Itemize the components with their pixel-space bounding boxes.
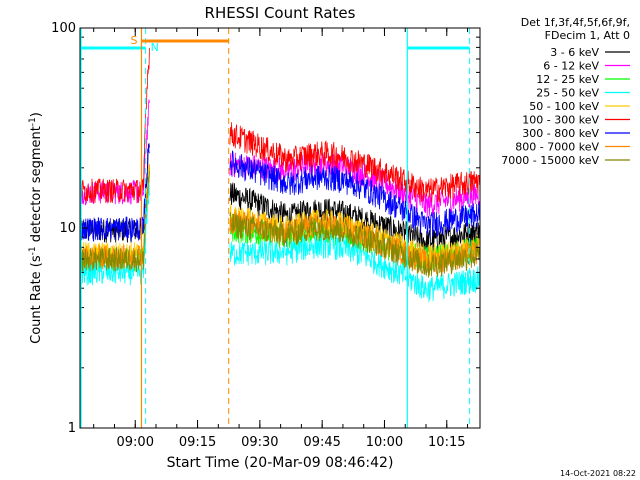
plot-frame-top: [79, 27, 481, 429]
timestamp: 14-Oct-2021 08:22: [560, 469, 636, 478]
y-tick-label: 1: [68, 421, 76, 436]
y-tick-label: 100: [51, 21, 76, 36]
x-tick-label: 09:45: [303, 435, 340, 450]
legend-entry-label: 6 - 12 keV: [543, 60, 599, 73]
y-axis-label: Count Rate (s-1 detector segment-1): [28, 112, 44, 344]
saa-label: S: [130, 34, 137, 47]
legend-header-2: FDecim 1, Att 0: [545, 29, 630, 42]
series-line: [80, 170, 480, 278]
x-axis-label: Start Time (20-Mar-09 08:46:42): [167, 455, 394, 471]
legend-entry-label: 100 - 300 keV: [522, 114, 599, 127]
legend: Det 1f,3f,4f,5f,6f,9f, FDecim 1, Att 0 3…: [501, 16, 630, 167]
axes: 09:00 09:15 09:30 09:45 10:00 10:15 1 10 100: [51, 21, 480, 450]
x-tick-label: 09:30: [241, 435, 278, 450]
x-tick-label: 09:00: [117, 435, 154, 450]
legend-entry-label: 50 - 100 keV: [529, 100, 599, 113]
night-label: N: [151, 41, 159, 54]
legend-entry-label: 7000 - 15000 keV: [501, 154, 599, 167]
series-line: [80, 181, 480, 303]
x-tick-label: 09:15: [179, 435, 216, 450]
legend-entry-label: 800 - 7000 keV: [515, 141, 599, 154]
legend-entry-label: 25 - 50 keV: [536, 87, 599, 100]
legend-header-1: Det 1f,3f,4f,5f,6f,9f,: [521, 16, 630, 29]
legend-entry-label: 12 - 25 keV: [536, 73, 599, 86]
legend-entry-label: 300 - 800 keV: [522, 127, 599, 140]
x-tick-label: 10:15: [428, 435, 465, 450]
chart-title: RHESSI Count Rates: [205, 4, 356, 22]
series-line: [80, 47, 480, 204]
series-line: [80, 143, 480, 243]
legend-entry-label: 3 - 6 keV: [550, 46, 599, 59]
x-tick-label: 10:00: [366, 435, 403, 450]
y-tick-label: 10: [59, 221, 76, 236]
